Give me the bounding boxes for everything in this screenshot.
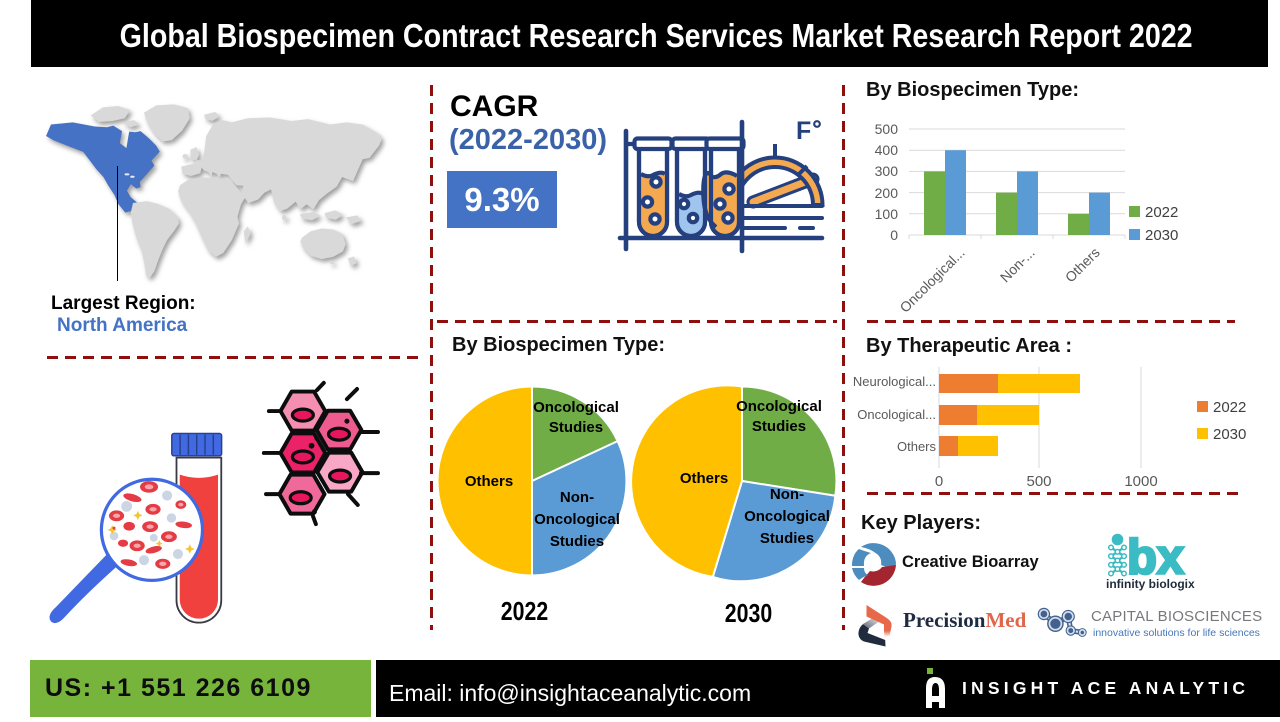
svg-text:300: 300: [875, 163, 899, 179]
svg-text:0: 0: [890, 227, 898, 243]
svg-text:2030: 2030: [1145, 227, 1178, 244]
svg-text:0: 0: [935, 473, 943, 490]
svg-text:500: 500: [1026, 473, 1051, 490]
svg-text:Others: Others: [897, 439, 937, 454]
svg-text:2030: 2030: [1213, 426, 1246, 443]
svg-text:Oncological...: Oncological...: [896, 244, 967, 315]
svg-text:bx: bx: [1127, 531, 1184, 585]
svg-text:Neurological...: Neurological...: [853, 374, 936, 389]
svg-text:500: 500: [875, 121, 899, 137]
svg-text:Others: Others: [1062, 244, 1103, 285]
svg-text:100: 100: [875, 206, 899, 222]
svg-text:200: 200: [875, 185, 899, 201]
svg-text:2022: 2022: [1145, 204, 1178, 221]
svg-text:400: 400: [875, 142, 899, 158]
svg-text:Oncological...: Oncological...: [857, 407, 936, 422]
svg-text:F: F: [796, 118, 811, 145]
svg-text:1000: 1000: [1124, 473, 1157, 490]
svg-text:2022: 2022: [1213, 399, 1246, 416]
svg-text:Non-...: Non-...: [997, 244, 1038, 285]
